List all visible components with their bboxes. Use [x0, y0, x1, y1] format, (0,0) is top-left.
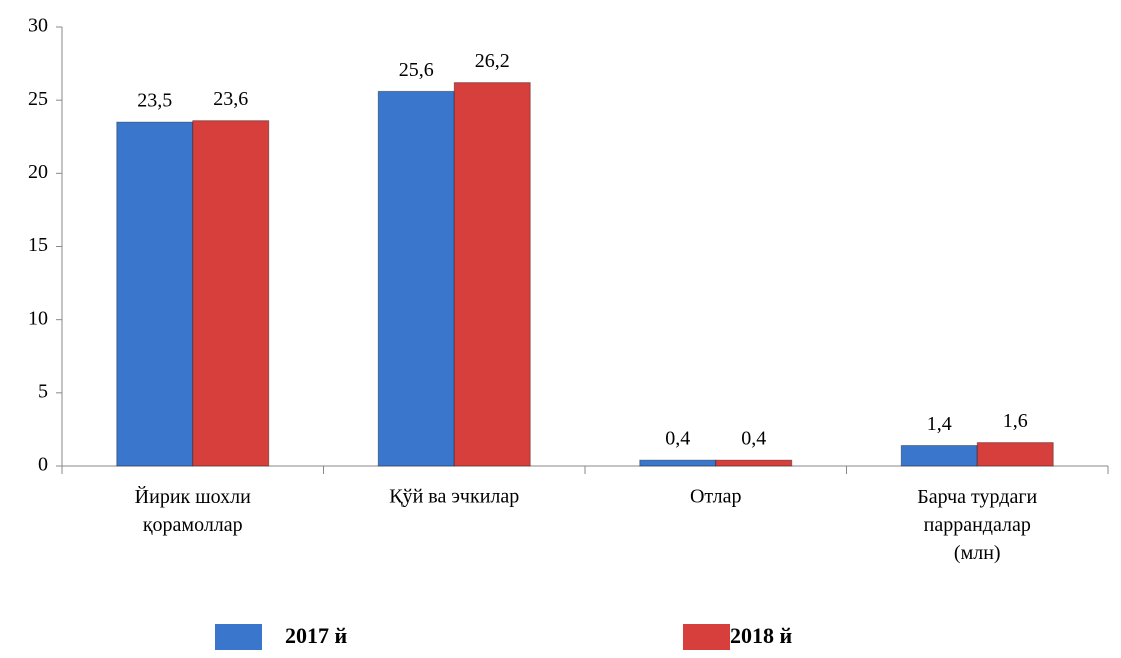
y-tick-label: 10: [28, 307, 48, 329]
legend-swatch: [215, 624, 262, 650]
y-tick-label: 25: [28, 88, 48, 110]
bar: [639, 459, 717, 467]
data-label: 25,6: [399, 59, 434, 81]
data-label: 23,6: [213, 88, 248, 110]
bar: [976, 442, 1054, 467]
legend-label: 2018 й: [730, 623, 793, 648]
bar: [116, 121, 194, 467]
legend-swatch: [683, 624, 730, 650]
data-label: 23,5: [137, 90, 172, 112]
x-tick-label: Қўй ва эчкилар: [389, 486, 519, 508]
bar: [900, 445, 978, 467]
data-label: 0,4: [741, 428, 766, 450]
y-tick-label: 5: [38, 380, 48, 402]
data-label: 1,6: [1003, 410, 1028, 432]
x-tick-label: Йирик шохли қорамоллар: [135, 485, 251, 536]
y-tick-label: 0: [38, 454, 48, 476]
x-tick-label: Отлар: [690, 486, 742, 508]
bar: [377, 90, 455, 467]
bar: [453, 82, 531, 467]
data-label: 0,4: [665, 428, 690, 450]
y-tick-label: 20: [28, 161, 48, 183]
data-label: 26,2: [475, 50, 510, 72]
x-tick-label: Барча турдаги паррандалар (млн): [917, 486, 1037, 564]
bar: [192, 120, 270, 467]
y-tick-label: 30: [28, 15, 48, 37]
data-label: 1,4: [927, 413, 952, 435]
bar: [715, 459, 793, 467]
legend-label: 2017 й: [285, 623, 348, 648]
y-tick-label: 15: [28, 234, 48, 256]
